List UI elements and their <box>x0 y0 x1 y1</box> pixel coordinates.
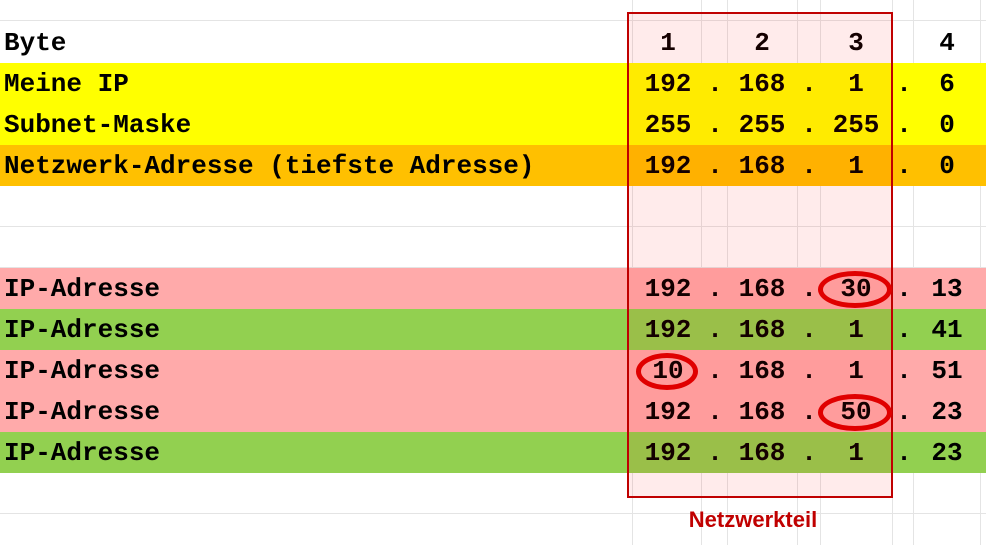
byte-3-value: 1 <box>848 69 864 99</box>
byte-separator: . <box>896 397 912 427</box>
byte-separator: . <box>707 356 723 386</box>
byte-separator: . <box>707 315 723 345</box>
byte-separator: . <box>896 151 912 181</box>
address-row: IP-Adresse 192. 168. 1. 41 <box>0 309 986 350</box>
row-label: IP-Adresse <box>4 274 161 304</box>
byte-separator: . <box>896 110 912 140</box>
byte-2-value: 168 <box>738 69 786 99</box>
byte-2-value: 255 <box>738 110 786 140</box>
byte-3-value: 1 <box>848 151 864 181</box>
byte-separator: . <box>801 438 817 468</box>
byte-separator: . <box>896 69 912 99</box>
header-row: Byte 1 2 3 4 <box>0 22 986 63</box>
address-row: IP-Adresse 192. 168. 50. 23 <box>0 391 986 432</box>
byte-1-value: 192 <box>644 274 692 304</box>
byte-3-value: 1 <box>848 356 864 386</box>
byte-4-value: 0 <box>939 110 955 140</box>
byte-separator: . <box>801 274 817 304</box>
byte-separator: . <box>707 274 723 304</box>
byte-3-value: 50 <box>840 397 872 427</box>
byte-1-value: 192 <box>644 315 692 345</box>
byte-separator: . <box>801 110 817 140</box>
byte-3-value: 1 <box>848 315 864 345</box>
byte-1-value: 10 <box>652 356 684 386</box>
row-label: Meine IP <box>4 69 129 99</box>
byte-3-value: 255 <box>832 110 880 140</box>
header-byte-4: 4 <box>939 28 955 58</box>
row-label: IP-Adresse <box>4 438 161 468</box>
byte-1-value: 192 <box>644 397 692 427</box>
address-row: Meine IP 192. 168. 1. 6 <box>0 63 986 104</box>
byte-separator: . <box>896 315 912 345</box>
byte-1-value: 192 <box>644 69 692 99</box>
header-byte-3: 3 <box>848 28 864 58</box>
header-byte-1: 1 <box>660 28 676 58</box>
byte-2-value: 168 <box>738 397 786 427</box>
byte-separator: . <box>801 69 817 99</box>
byte-4-value: 41 <box>931 315 963 345</box>
address-row: IP-Adresse 192. 168. 30. 13 <box>0 268 986 309</box>
byte-2-value: 168 <box>738 315 786 345</box>
byte-1-value: 255 <box>644 110 692 140</box>
byte-separator: . <box>707 151 723 181</box>
network-part-caption: Netzwerkteil <box>688 507 818 532</box>
byte-4-value: 0 <box>939 151 955 181</box>
byte-3-value: 1 <box>848 438 864 468</box>
address-row: Netzwerk-Adresse (tiefste Adresse) 192. 16… <box>0 145 986 186</box>
byte-2-value: 168 <box>738 438 786 468</box>
byte-1-value: 192 <box>644 438 692 468</box>
byte-separator: . <box>707 397 723 427</box>
byte-1-value: 192 <box>644 151 692 181</box>
row-label: IP-Adresse <box>4 356 161 386</box>
byte-4-value: 13 <box>931 274 963 304</box>
byte-2-value: 168 <box>738 151 786 181</box>
byte-separator: . <box>707 69 723 99</box>
byte-separator: . <box>801 356 817 386</box>
byte-4-value: 6 <box>939 69 955 99</box>
byte-4-value: 23 <box>931 397 963 427</box>
byte-separator: . <box>707 438 723 468</box>
address-row: IP-Adresse 192. 168. 1. 23 <box>0 432 986 473</box>
byte-2-value: 168 <box>738 356 786 386</box>
byte-separator: . <box>801 151 817 181</box>
header-byte-2: 2 <box>754 28 770 58</box>
byte-4-value: 51 <box>931 356 963 386</box>
byte-separator: . <box>801 315 817 345</box>
row-label: IP-Adresse <box>4 397 161 427</box>
address-row: IP-Adresse 10. 168. 1. 51 <box>0 350 986 391</box>
row-label: IP-Adresse <box>4 315 161 345</box>
byte-separator: . <box>896 356 912 386</box>
row-label: Netzwerk-Adresse (tiefste Adresse) <box>4 151 535 181</box>
byte-separator: . <box>896 274 912 304</box>
byte-2-value: 168 <box>738 274 786 304</box>
byte-separator: . <box>801 397 817 427</box>
byte-separator: . <box>707 110 723 140</box>
byte-separator: . <box>896 438 912 468</box>
header-label: Byte <box>4 28 67 58</box>
row-label: Subnet-Maske <box>4 110 192 140</box>
byte-4-value: 23 <box>931 438 963 468</box>
byte-3-value: 30 <box>840 274 872 304</box>
address-row: Subnet-Maske 255. 255. 255. 0 <box>0 104 986 145</box>
